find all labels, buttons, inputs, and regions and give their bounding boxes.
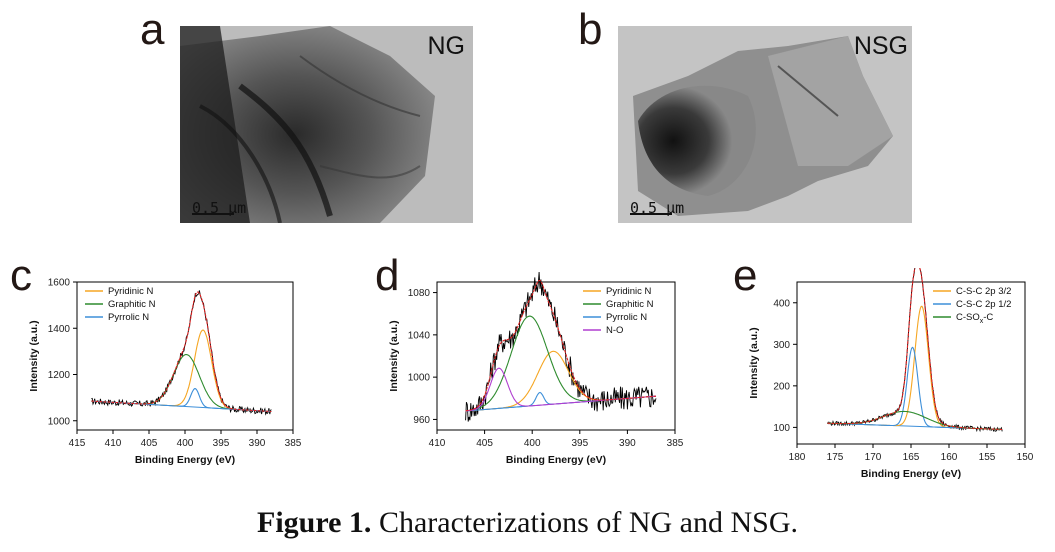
figure-caption: Figure 1. Characterizations of NG and NS…: [0, 506, 1055, 540]
x-tick-label: 170: [865, 452, 882, 463]
y-tick-label: 200: [773, 381, 790, 392]
x-tick-label: 385: [285, 438, 302, 449]
x-tick-label: 410: [429, 438, 446, 449]
x-tick-label: 395: [571, 438, 588, 449]
x-tick-label: 410: [105, 438, 122, 449]
legend-label: C-S-C 2p 3/2: [956, 286, 1011, 297]
y-axis-label: Intensity (a.u.): [28, 320, 40, 391]
plot-frame: [436, 281, 676, 431]
x-tick-label: 160: [941, 452, 958, 463]
y-tick-label: 300: [773, 340, 790, 351]
scale-bar-b: 0.5 μm: [630, 199, 684, 217]
xps-chart-d: 410 405 400 395 390 385 960 1000 1040 1080 Binding…: [388, 271, 684, 466]
panel-letter-a: a: [140, 5, 165, 54]
x-axis-label: Binding Energy (eV): [861, 468, 961, 480]
x-tick-label: 155: [979, 452, 996, 463]
tem-image-nsg: NSG 0.5 μm: [618, 26, 912, 223]
sample-label-ng: NG: [427, 32, 466, 60]
xps-chart-c: 415 410 405 400 395 390 385 1000 1200 1400 1600 Bin…: [28, 278, 302, 467]
y-tick-label: 1040: [408, 330, 431, 341]
y-tick-label: 1080: [408, 288, 431, 299]
x-axis-label: Binding Energy (eV): [135, 454, 235, 466]
x-tick-label: 400: [177, 438, 194, 449]
x-tick-label: 405: [476, 438, 493, 449]
legend-label: Pyridinic N: [108, 286, 154, 297]
raw-spectrum-line: [91, 290, 272, 416]
panel-letter-b: b: [578, 5, 603, 54]
legend-label: Pyridinic N: [606, 286, 652, 297]
x-tick-label: 415: [69, 438, 86, 449]
tem-nsg-graphic: [618, 26, 912, 223]
scale-label-b: 0.5 μm: [630, 199, 685, 217]
sample-label-nsg: NSG: [853, 32, 908, 60]
y-axis-label: Intensity (a.u.): [748, 327, 760, 398]
fit-component-line: [827, 346, 1003, 431]
x-tick-label: 395: [213, 438, 230, 449]
xps-chart-e: 180 175 170 165 160 155 150 100 200 300 400 Binding…: [748, 268, 1034, 480]
envelope-fit-line: [465, 279, 656, 412]
x-tick-label: 390: [249, 438, 266, 449]
y-tick-label: 1000: [408, 373, 431, 384]
caption-label: Figure 1.: [257, 506, 372, 539]
panel-letter-e: e: [733, 251, 758, 300]
x-tick-label: 165: [903, 452, 920, 463]
legend-label: Pyrrolic N: [606, 312, 647, 323]
x-tick-label: 405: [141, 438, 158, 449]
scale-label-a: 0.5 μm: [192, 199, 247, 217]
legend-label: Pyrrolic N: [108, 312, 149, 323]
x-axis-label: Binding Energy (eV): [506, 454, 606, 466]
envelope-fit-line: [827, 268, 1003, 431]
caption-text: Characterizations of NG and NSG.: [371, 506, 798, 539]
y-tick-label: 1200: [48, 370, 71, 381]
y-axis-label: Intensity (a.u.): [388, 320, 400, 391]
y-tick-label: 960: [413, 415, 430, 426]
fit-component-line: [91, 329, 272, 413]
x-tick-label: 175: [827, 452, 844, 463]
y-tick-label: 100: [773, 423, 790, 434]
x-tick-label: 385: [667, 438, 684, 449]
y-tick-label: 1000: [48, 416, 71, 427]
x-tick-label: 400: [524, 438, 541, 449]
x-tick-label: 180: [789, 452, 806, 463]
legend-label: N-O: [606, 325, 623, 336]
y-tick-label: 1600: [48, 278, 71, 289]
legend-label: C-S-C 2p 1/2: [956, 299, 1011, 310]
x-tick-label: 150: [1017, 452, 1034, 463]
x-tick-label: 390: [619, 438, 636, 449]
scale-bar-a: 0.5 μm: [192, 199, 246, 217]
fit-component-line: [465, 315, 656, 412]
y-tick-label: 1400: [48, 324, 71, 335]
fit-component-line: [827, 305, 1003, 431]
tem-ng-graphic: [180, 26, 473, 223]
panel-letter-c: c: [10, 251, 32, 300]
tem-image-ng: NG 0.5 μm: [180, 26, 473, 223]
envelope-fit-line: [91, 291, 272, 413]
legend-label: Graphitic N: [108, 299, 156, 310]
legend-label: Graphitic N: [606, 299, 654, 310]
y-tick-label: 400: [773, 298, 790, 309]
legend-label: C-SOx-C: [956, 312, 993, 325]
panel-letter-d: d: [375, 251, 400, 300]
